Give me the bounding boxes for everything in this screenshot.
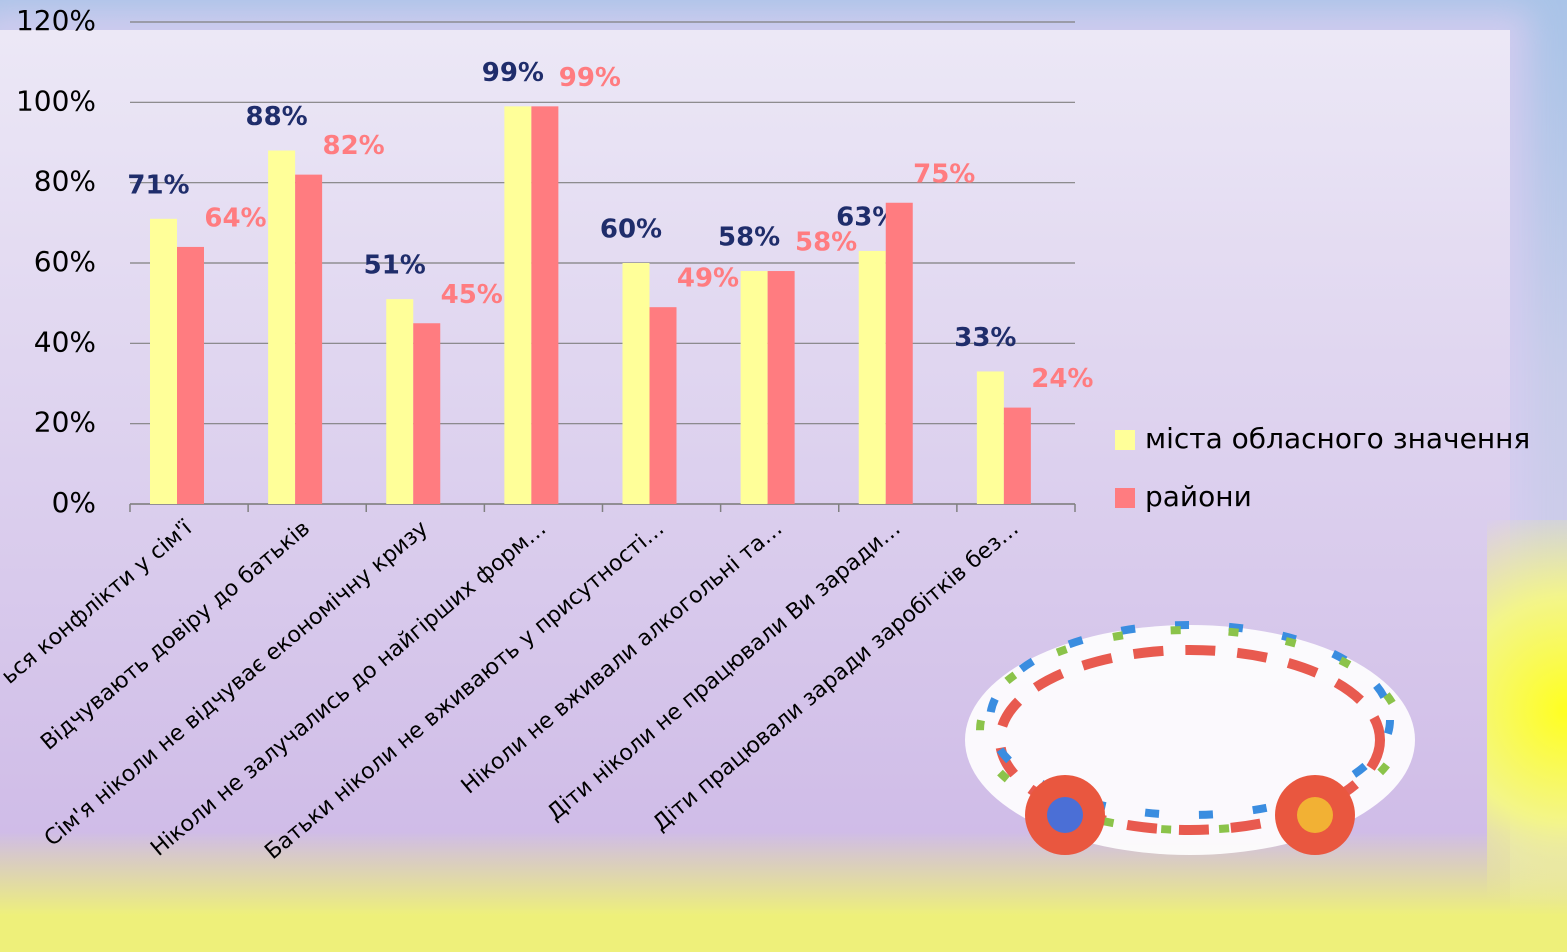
- x-tick-label: Ніколи не залучались до найгірших форм…: [146, 516, 551, 861]
- bar: [413, 323, 441, 504]
- bar: [386, 299, 414, 504]
- data-label: 82%: [323, 131, 385, 161]
- legend-swatch: [1115, 430, 1135, 450]
- y-tick-label: 60%: [34, 245, 96, 278]
- y-tick-label: 0%: [52, 486, 96, 519]
- data-label: 58%: [718, 223, 780, 253]
- y-tick-label: 80%: [34, 165, 96, 198]
- data-label: 45%: [441, 280, 503, 310]
- bar: [1003, 407, 1031, 504]
- bar: [504, 106, 532, 504]
- y-tick-label: 100%: [16, 84, 96, 117]
- data-label: 60%: [600, 215, 662, 245]
- data-label: 64%: [204, 203, 266, 233]
- bar: [976, 371, 1004, 504]
- y-tick-label: 40%: [34, 325, 96, 358]
- data-label: 71%: [127, 170, 189, 200]
- bar: [295, 174, 323, 504]
- bar: [649, 307, 677, 504]
- bar: [150, 218, 177, 505]
- bar: [622, 263, 650, 504]
- bar: [767, 271, 795, 504]
- bar: [858, 250, 886, 504]
- data-label: 75%: [913, 159, 975, 189]
- bar: [177, 246, 204, 504]
- data-label: 88%: [246, 102, 308, 132]
- background-accent: [1487, 520, 1567, 900]
- bar: [268, 150, 296, 505]
- x-tick-label: ься конфлікти у сім'ї: [0, 515, 197, 689]
- legend-label: міста обласного значення: [1145, 422, 1530, 455]
- y-tick-label: 20%: [34, 406, 96, 439]
- legend-label: райони: [1145, 480, 1252, 513]
- y-tick-label: 120%: [16, 4, 96, 37]
- illustration: [965, 621, 1415, 855]
- data-label: 49%: [677, 264, 739, 294]
- bar: [531, 106, 559, 504]
- data-label: 33%: [954, 323, 1016, 353]
- x-tick-label: Батьки ніколи не вживають у присутності…: [260, 516, 669, 865]
- data-label: 58%: [795, 228, 857, 258]
- data-label: 24%: [1031, 364, 1093, 394]
- bar: [885, 202, 913, 504]
- bar: [740, 271, 768, 504]
- data-label: 99%: [482, 58, 544, 88]
- data-label: 51%: [364, 251, 426, 281]
- data-label: 99%: [559, 63, 621, 93]
- legend-swatch: [1115, 488, 1135, 508]
